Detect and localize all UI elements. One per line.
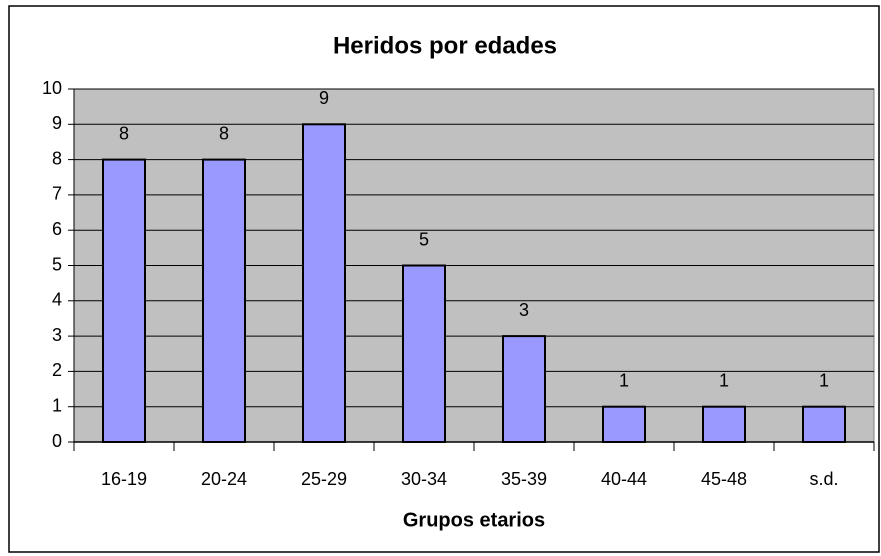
y-tick-label: 0	[52, 431, 62, 451]
x-tick-label: s.d.	[809, 469, 838, 489]
y-tick-label: 2	[52, 360, 62, 380]
y-tick-label: 8	[52, 148, 62, 168]
bar	[102, 158, 146, 443]
bar	[502, 335, 546, 444]
x-tick-label: 16-19	[101, 469, 147, 489]
y-tick-label: 4	[52, 290, 62, 310]
x-tick-label: 45-48	[701, 469, 747, 489]
value-label: 5	[419, 229, 429, 249]
y-tick-label: 5	[52, 254, 62, 274]
bar	[402, 264, 446, 443]
chart-title: Heridos por edades	[333, 32, 557, 59]
x-tick-label: 35-39	[501, 469, 547, 489]
value-label: 3	[519, 300, 529, 320]
value-label: 8	[219, 123, 229, 143]
value-label: 1	[719, 370, 729, 390]
y-tick-label: 7	[52, 184, 62, 204]
value-label: 1	[819, 370, 829, 390]
y-tick-label: 10	[42, 78, 62, 98]
x-tick-label: 40-44	[601, 469, 647, 489]
x-tick-label: 30-34	[401, 469, 447, 489]
bar	[302, 123, 346, 444]
bar	[202, 158, 246, 443]
y-tick-label: 3	[52, 325, 62, 345]
y-tick-label: 6	[52, 219, 62, 239]
bar	[702, 405, 746, 444]
bar	[602, 405, 646, 444]
x-tick-label: 25-29	[301, 469, 347, 489]
y-tick-label: 1	[52, 395, 62, 415]
value-label: 1	[619, 370, 629, 390]
x-tick-label: 20-24	[201, 469, 247, 489]
bar	[802, 405, 846, 444]
value-label: 9	[319, 88, 329, 108]
x-axis-title: Grupos etarios	[403, 509, 545, 531]
value-label: 8	[119, 123, 129, 143]
y-tick-label: 9	[52, 113, 62, 133]
